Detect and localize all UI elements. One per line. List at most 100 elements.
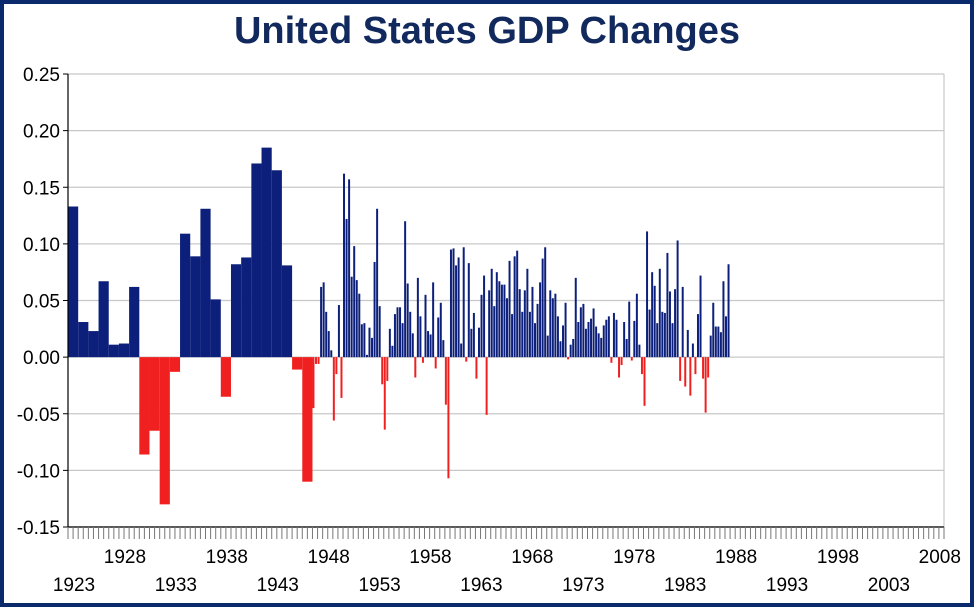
- gdp-bar-negative: [465, 357, 468, 362]
- gdp-bar-positive: [388, 328, 391, 358]
- x-tick-label-top: 1998: [817, 547, 859, 568]
- gdp-bar-positive: [78, 322, 89, 358]
- x-tick-label-top: 1988: [715, 547, 757, 568]
- gdp-bar-positive: [536, 303, 539, 358]
- gdp-bar-positive: [261, 147, 272, 358]
- gdp-bar-positive: [534, 323, 536, 358]
- x-tick-label-bottom: 1943: [257, 575, 299, 596]
- gdp-bar-negative: [620, 357, 623, 366]
- gdp-bar-positive: [411, 333, 414, 358]
- gdp-bar-positive: [508, 260, 511, 358]
- x-tick-label-top: 1938: [206, 547, 248, 568]
- gdp-bar-positive: [439, 302, 442, 358]
- gdp-bar-positive: [378, 306, 381, 358]
- gdp-bar-positive: [513, 256, 516, 358]
- gdp-bar-negative: [386, 357, 389, 381]
- gdp-bar-positive: [373, 261, 376, 358]
- gdp-bar-positive: [452, 248, 455, 358]
- gdp-bar-positive: [607, 316, 610, 358]
- gdp-bar-positive: [648, 309, 651, 358]
- gdp-bar-positive: [623, 322, 626, 358]
- gdp-bar-positive: [462, 247, 465, 358]
- gdp-bar-positive: [579, 307, 582, 358]
- gdp-bar-negative: [220, 357, 231, 397]
- gdp-bar-positive: [521, 311, 524, 358]
- gdp-bar-positive: [628, 301, 631, 358]
- gdp-bar-positive: [322, 282, 325, 358]
- gdp-bar-positive: [376, 208, 379, 358]
- gdp-bar-negative: [694, 357, 697, 375]
- gdp-bar-positive: [696, 314, 699, 358]
- gdp-bar-negative: [567, 357, 570, 360]
- gdp-bar-positive: [562, 325, 565, 358]
- gdp-bar-positive: [200, 208, 211, 358]
- gdp-bar-negative: [292, 357, 303, 370]
- gdp-bar-positive: [424, 294, 427, 358]
- x-tick-label-top: 2008: [919, 547, 961, 568]
- gdp-bar-positive: [653, 285, 656, 358]
- gdp-bar-negative: [414, 357, 417, 378]
- gdp-bar-positive: [419, 316, 422, 358]
- x-tick-label-bottom: 1923: [53, 575, 95, 596]
- gdp-bar-positive: [483, 275, 486, 358]
- gdp-bar-positive: [658, 268, 661, 358]
- gdp-bar-positive: [495, 272, 498, 358]
- gdp-bar-negative: [335, 357, 338, 375]
- gdp-bar-positive: [401, 323, 404, 358]
- gdp-bar-positive: [584, 328, 587, 358]
- gdp-bar-negative: [485, 357, 488, 415]
- gdp-bar-positive: [595, 326, 598, 358]
- gdp-bar-negative: [332, 357, 335, 421]
- gdp-bar-negative: [640, 357, 643, 375]
- gdp-bar-negative: [302, 357, 313, 482]
- gdp-bar-positive: [327, 331, 330, 358]
- y-tick-label: 0.10: [23, 235, 60, 256]
- gdp-bar-positive: [460, 343, 463, 358]
- chart-title: United States GDP Changes: [233, 10, 741, 52]
- gdp-bar-positive: [528, 311, 531, 358]
- gdp-bar-positive: [129, 286, 140, 358]
- gdp-bar-positive: [353, 246, 356, 358]
- gdp-bar-positive: [355, 280, 358, 358]
- gdp-bar-positive: [281, 265, 293, 358]
- gdp-bar-positive: [490, 268, 493, 358]
- gdp-bar-positive: [574, 277, 577, 358]
- gdp-bar-positive: [363, 323, 366, 358]
- gdp-bar-positive: [399, 307, 402, 358]
- gdp-bar-negative: [618, 357, 621, 378]
- gdp-bar-positive: [549, 290, 552, 358]
- gdp-bar-positive: [546, 335, 549, 358]
- gdp-bar-positive: [582, 303, 585, 358]
- gdp-bar-positive: [592, 308, 595, 358]
- gdp-bar-positive: [467, 263, 470, 358]
- gdp-bar-positive: [541, 258, 544, 358]
- gdp-bar-negative: [312, 357, 315, 409]
- gdp-bar-positive: [320, 286, 323, 358]
- gdp-bar-positive: [676, 240, 679, 358]
- gdp-bar-negative: [447, 357, 450, 479]
- gdp-bar-positive: [368, 327, 371, 358]
- gdp-bar-positive: [727, 264, 730, 358]
- gdp-bar-positive: [343, 173, 346, 358]
- x-tick-label-top: 1958: [409, 547, 451, 568]
- gdp-bar-positive: [668, 291, 671, 358]
- gdp-bar-negative: [610, 357, 613, 363]
- gdp-bar-positive: [633, 320, 636, 358]
- gdp-bar-positive: [500, 284, 503, 358]
- gdp-bar-positive: [358, 293, 361, 358]
- gdp-bar-positive: [712, 302, 715, 358]
- gdp-bar-positive: [656, 323, 659, 358]
- x-tick-label-top: 1968: [511, 547, 553, 568]
- gdp-bar-positive: [429, 334, 432, 358]
- x-tick-label-bottom: 1953: [358, 575, 400, 596]
- gdp-bar-positive: [457, 257, 460, 358]
- gdp-bar-positive: [391, 345, 394, 358]
- gdp-bar-positive: [325, 311, 328, 358]
- gdp-bar-positive: [651, 272, 654, 358]
- gdp-bar-positive: [681, 286, 684, 358]
- gdp-bar-positive: [725, 316, 727, 358]
- gdp-bar-positive: [587, 322, 590, 358]
- gdp-bar-negative: [149, 357, 160, 431]
- x-tick-label-bottom: 2003: [868, 575, 910, 596]
